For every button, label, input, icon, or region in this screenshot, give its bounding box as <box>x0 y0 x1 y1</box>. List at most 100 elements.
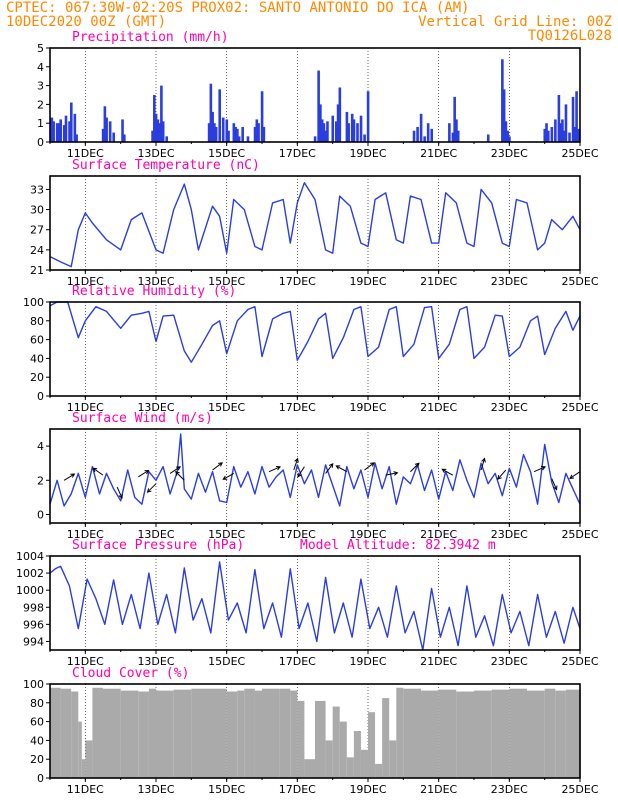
cloud-column <box>209 688 227 778</box>
wind-date-label: 15DEC <box>208 528 245 541</box>
precip-bar <box>320 119 324 142</box>
precip-bar <box>221 117 225 142</box>
precip-bar <box>416 126 419 142</box>
precip-bar <box>108 121 112 142</box>
wind-title: Surface Wind (m/s) <box>72 411 213 426</box>
wind-vector-head <box>414 462 420 468</box>
cloud-column <box>138 691 149 778</box>
precip-bar <box>123 134 126 142</box>
wind-vector <box>297 466 305 478</box>
cloud-column <box>60 688 72 778</box>
precip-bar <box>246 136 250 142</box>
precip-bar <box>241 126 244 142</box>
cloud-column <box>332 706 340 778</box>
wind-date-label: 17DEC <box>279 528 316 541</box>
precip-bar <box>317 70 320 142</box>
cloud-ytick-label: 80 <box>30 697 44 710</box>
cloud-column <box>396 687 404 778</box>
pressure-ytick-label: 1004 <box>16 550 44 563</box>
precip-bar <box>562 130 566 142</box>
precip-bar <box>350 113 354 142</box>
precip-bar <box>504 121 508 142</box>
precip-bar <box>64 115 68 142</box>
precip-ytick-label: 1 <box>37 117 44 130</box>
wind-vector <box>480 458 485 471</box>
cloud-column <box>368 712 376 778</box>
wind-vector-head <box>294 457 299 463</box>
cloud-column <box>173 689 192 778</box>
precip-bar <box>543 128 547 142</box>
pressure-date-label: 21DEC <box>420 655 457 668</box>
cloud-column <box>262 688 280 778</box>
precip-bar <box>356 123 359 142</box>
precip-bar <box>486 134 490 142</box>
precip-bar <box>571 96 575 142</box>
precip-bar <box>547 130 550 142</box>
precip-bar <box>161 121 165 142</box>
precip-bar <box>575 91 578 142</box>
precip-bar <box>55 123 59 142</box>
cloud-column <box>226 691 238 778</box>
wind-vector-head <box>569 474 575 479</box>
wind-date-label: 11DEC <box>67 528 104 541</box>
humidity-date-label: 21DEC <box>420 401 457 414</box>
precip-bar <box>151 130 154 142</box>
precip-bar <box>554 119 557 142</box>
precip-date-label: 15DEC <box>208 147 245 160</box>
wind-vector-head <box>176 466 181 471</box>
pressure-date-label: 19DEC <box>349 655 386 668</box>
cloud-panel: Cloud Cover (%) 0 20 40 60 80 100 11DEC 13DEC 15D… <box>23 666 599 796</box>
cloud-date-label: 25DEC <box>561 783 598 796</box>
humidity-date-label: 25DEC <box>561 401 598 414</box>
temperature-date-label: 11DEC <box>67 275 104 288</box>
cloud-ytick-label: 100 <box>23 678 44 691</box>
precip-bar <box>101 128 105 142</box>
wind-vector <box>336 465 348 473</box>
precip-bar <box>345 111 349 142</box>
wind-vector <box>175 471 185 481</box>
wind-date-label: 13DEC <box>137 528 174 541</box>
precip-date-label: 19DEC <box>349 147 386 160</box>
precip-bar <box>453 96 456 142</box>
humidity-ytick-label: 40 <box>30 352 44 365</box>
wind-ytick-label: 0 <box>37 508 44 521</box>
precip-bar <box>165 136 168 142</box>
humidity-date-label: 23DEC <box>491 401 528 414</box>
cloud-ytick-label: 60 <box>30 716 44 729</box>
cloud-title: Cloud Cover (%) <box>72 666 189 681</box>
precip-bar <box>154 113 158 142</box>
header-run-time: 10DEC2020 00Z (GMT) <box>6 14 166 30</box>
wind-vector-head <box>328 463 334 468</box>
precip-bar <box>218 89 221 142</box>
precip-bar <box>451 132 455 142</box>
cloud-column <box>103 688 121 778</box>
wind-vector-head <box>118 494 123 500</box>
cloud-column <box>297 700 305 778</box>
cloud-column <box>81 759 86 778</box>
wind-panel: Surface Wind (m/s) 0 2 4 11DEC 13DEC 15DEC 17DE… <box>37 411 599 541</box>
precip-bar <box>50 117 54 142</box>
temperature-date-label: 19DEC <box>349 275 386 288</box>
precip-bar <box>501 59 504 142</box>
precip-ytick-label: 4 <box>37 61 44 74</box>
precip-ytick-label: 5 <box>37 42 44 55</box>
precip-date-label: 13DEC <box>137 147 174 160</box>
precip-bar <box>214 126 218 142</box>
cloud-column <box>148 688 156 778</box>
wind-vector <box>533 466 546 473</box>
precip-bar <box>236 128 239 142</box>
wind-date-label: 21DEC <box>420 528 457 541</box>
cloud-date-label: 17DEC <box>279 783 316 796</box>
wind-vector <box>410 462 420 473</box>
precip-bar <box>419 113 423 142</box>
cloud-column <box>403 688 421 778</box>
cloud-ytick-label: 40 <box>30 734 44 747</box>
pressure-title-extra: Model Altitude: 82.3942 m <box>300 538 496 553</box>
precip-bar <box>75 134 78 142</box>
temperature-ytick-label: 24 <box>30 244 44 257</box>
temperature-date-label: 17DEC <box>279 275 316 288</box>
precip-bar <box>550 126 554 142</box>
precip-ytick-label: 3 <box>37 80 44 93</box>
cloud-column <box>346 757 354 778</box>
cloud-column <box>339 721 347 778</box>
